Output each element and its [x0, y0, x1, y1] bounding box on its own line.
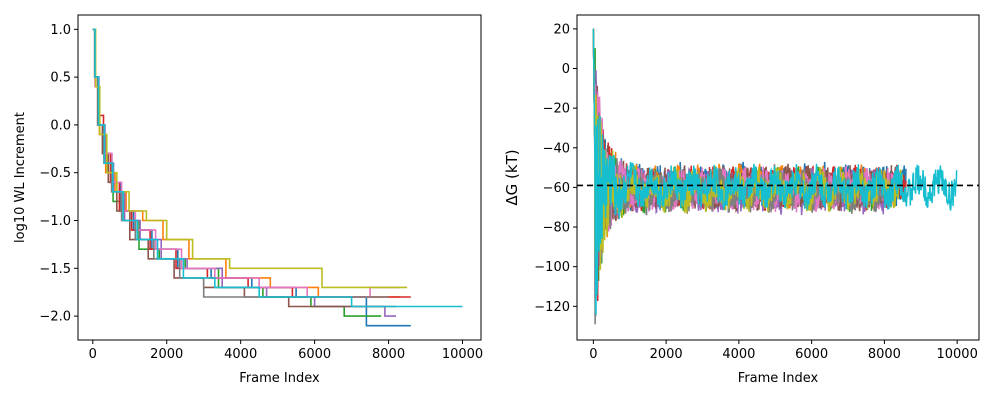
wl-increment-panel: 0 2000 4000 6000 8000 10000 1.0 0.5 0.0 −0.5 −1.0 −…: [13, 14, 483, 386]
delta-g-y-tick-label: −80: [543, 221, 570, 236]
delta-g-x-tick-label: 0: [589, 347, 597, 362]
delta-g-x-tick-label: 4000: [722, 347, 755, 362]
delta-g-y-tick-label: −60: [543, 181, 570, 196]
delta-g-y-tick-label: 20: [553, 22, 570, 37]
wl-increment-x-tick-label: 8000: [372, 347, 405, 362]
delta-g-y-tick-label: 0: [562, 62, 570, 77]
wl-increment-y-tick-label: −1.0: [39, 214, 71, 229]
delta-g-ticks: 0 2000 4000 6000 8000 10000 20 0 −20 −40 −60 −80 −10…: [534, 22, 978, 362]
wl-increment-y-tick-label: 1.0: [50, 23, 71, 38]
wl-increment-x-tick-label: 4000: [224, 347, 257, 362]
delta-g-panel: 0 2000 4000 6000 8000 10000 20 0 −20 −40 −60 −80 −10…: [503, 14, 980, 386]
wl-increment-x-tick-label: 2000: [150, 347, 183, 362]
delta-g-x-tick-label: 8000: [868, 347, 901, 362]
wl-increment-series-group: [92, 28, 463, 327]
wl-increment-x-tick-label: 10000: [442, 347, 483, 362]
wl-increment-x-axis-label: Frame Index: [239, 371, 320, 386]
delta-g-y-tick-label: −120: [534, 300, 570, 315]
wl-increment-y-tick-label: −0.5: [39, 166, 71, 181]
delta-g-series-line-10: [592, 28, 958, 315]
wl-increment-x-tick-label: 0: [89, 347, 97, 362]
wl-increment-y-axis-label: log10 WL Increment: [13, 112, 28, 243]
delta-g-axes-frame: [576, 14, 980, 341]
delta-g-series-group: [592, 28, 958, 325]
wl-series-line-10: [92, 28, 463, 308]
wl-increment-y-tick-label: 0.0: [50, 118, 71, 133]
delta-g-y-tick-label: −100: [534, 260, 570, 275]
wl-series-line-9: [92, 28, 408, 289]
wl-increment-y-tick-label: −1.5: [39, 262, 71, 277]
wl-increment-x-tick-label: 6000: [298, 347, 331, 362]
delta-g-x-tick-label: 6000: [795, 347, 828, 362]
wl-increment-y-tick-label: 0.5: [50, 71, 71, 86]
delta-g-x-tick-label: 2000: [650, 347, 683, 362]
wl-increment-axes-frame: [77, 14, 482, 341]
wl-increment-y-tick-label: −2.0: [39, 310, 71, 325]
delta-g-x-tick-label: 10000: [936, 347, 977, 362]
delta-g-x-axis-label: Frame Index: [738, 371, 819, 386]
delta-g-y-axis-label: ΔG (kT): [503, 149, 521, 205]
delta-g-y-tick-label: −40: [543, 141, 570, 156]
wl-increment-ticks: 0 2000 4000 6000 8000 10000 1.0 0.5 0.0 −0.5 −1.0 −…: [39, 23, 483, 362]
delta-g-y-tick-label: −20: [543, 102, 570, 117]
